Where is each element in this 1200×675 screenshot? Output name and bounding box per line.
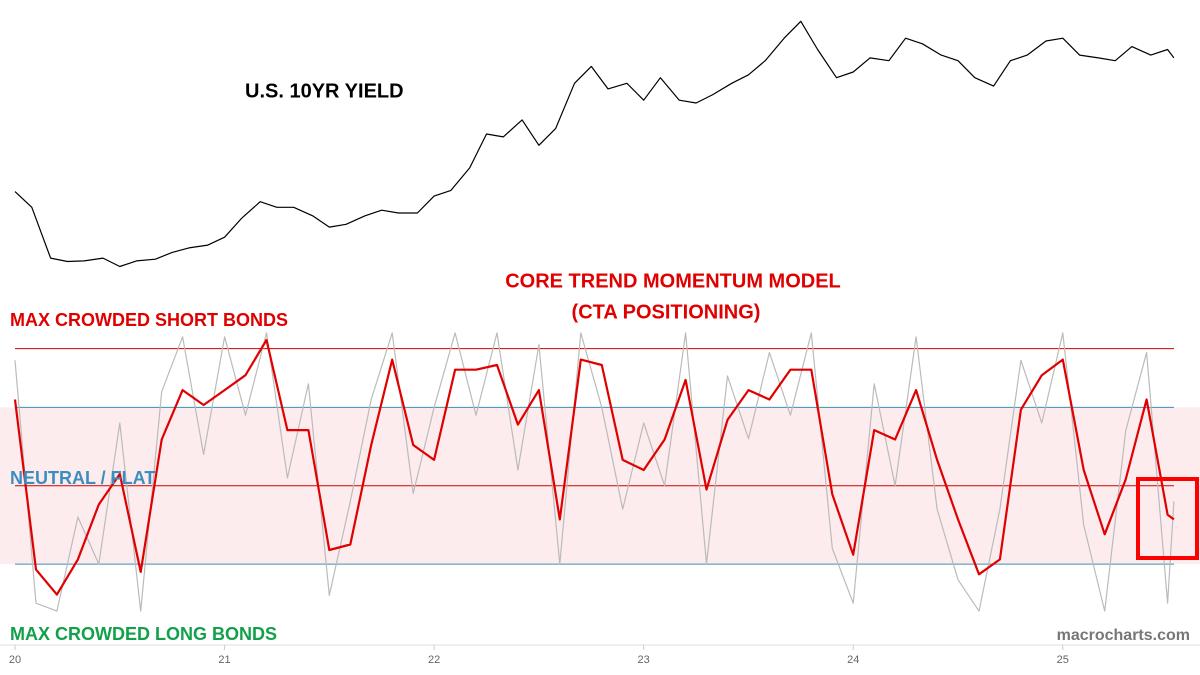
x-tick-label: 20 xyxy=(9,654,21,666)
annotation: MAX CROWDED LONG BONDS xyxy=(10,624,277,644)
x-tick-label: 24 xyxy=(847,654,859,666)
annotation: NEUTRAL / FLAT xyxy=(10,468,155,488)
series-line xyxy=(14,20,1175,268)
chart-title: U.S. 10YR YIELD xyxy=(245,80,404,102)
series-line xyxy=(13,338,1175,596)
watermark: macrocharts.com xyxy=(1057,627,1190,644)
chart-title: CORE TREND MOMENTUM MODEL xyxy=(505,270,841,292)
series-line xyxy=(14,332,1175,612)
chart-subtitle: (CTA POSITIONING) xyxy=(572,301,761,323)
x-tick-label: 23 xyxy=(638,654,650,666)
annotation: MAX CROWDED SHORT BONDS xyxy=(10,310,288,330)
line-layer xyxy=(13,20,1175,612)
x-tick-label: 25 xyxy=(1057,654,1069,666)
x-tick-label: 21 xyxy=(218,654,230,666)
highlight-box xyxy=(1136,477,1199,560)
x-tick-label: 22 xyxy=(428,654,440,666)
